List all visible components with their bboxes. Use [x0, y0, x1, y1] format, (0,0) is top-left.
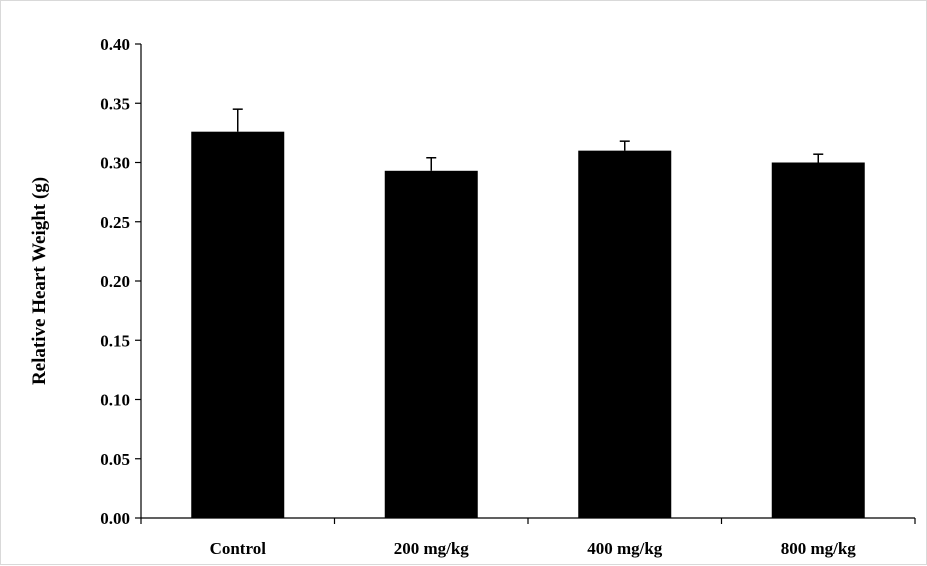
- error-bars-group: [232, 108, 824, 171]
- y-tick-label: 0.30: [100, 154, 130, 173]
- x-tick-label: 800 mg/kg: [781, 539, 857, 558]
- y-tick-label: 0.35: [100, 94, 130, 113]
- y-tick-label: 0.20: [100, 272, 130, 291]
- x-tick-label: 400 mg/kg: [587, 539, 663, 558]
- y-tick-label: 0.00: [100, 509, 130, 528]
- bar: [771, 162, 865, 518]
- y-axis-title: Relative Heart Weight (g): [29, 177, 50, 385]
- y-ticks-group: 0.00 0.05 0.10 0.15 0.20 0.25 0.30 0.35 0.40: [100, 35, 141, 528]
- bar: [384, 170, 478, 519]
- bar: [578, 150, 672, 518]
- x-ticks-group: Control 200 mg/kg 400 mg/kg 800 mg/kg: [140, 518, 916, 558]
- bars-group: [191, 131, 865, 519]
- y-tick-label: 0.05: [100, 450, 130, 469]
- y-tick-label: 0.15: [100, 331, 130, 350]
- y-tick-label: 0.25: [100, 213, 130, 232]
- y-tick-label: 0.40: [100, 35, 130, 54]
- x-tick-label: 200 mg/kg: [394, 539, 470, 558]
- bar: [191, 131, 285, 518]
- y-tick-label: 0.10: [100, 391, 130, 410]
- x-tick-label: Control: [210, 539, 267, 558]
